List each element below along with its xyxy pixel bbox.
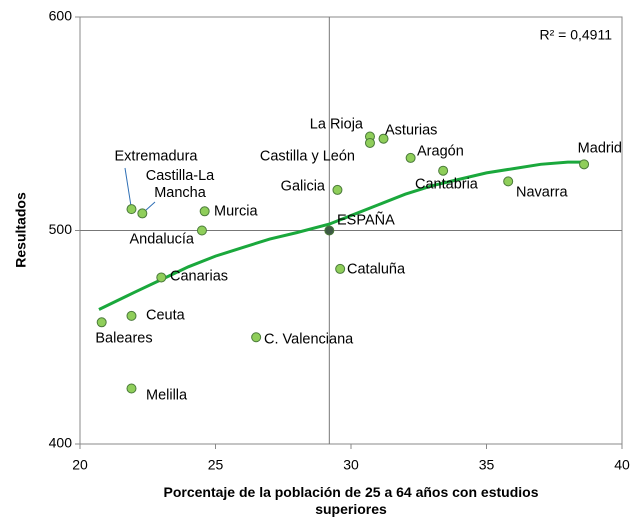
point <box>137 208 148 219</box>
point <box>503 176 514 187</box>
point-label: Baleares <box>95 330 153 347</box>
point <box>335 263 346 274</box>
point-label: Madrid <box>577 140 622 157</box>
x-tick-label: 35 <box>479 457 495 473</box>
point <box>199 206 210 217</box>
point-label: Cataluña <box>347 261 406 278</box>
x-tick-label: 40 <box>614 457 630 473</box>
point-label: Castilla y León <box>259 148 355 165</box>
point <box>156 272 167 283</box>
point <box>126 383 137 394</box>
point <box>196 225 207 236</box>
y-tick-label: 500 <box>49 221 73 237</box>
point <box>332 184 343 195</box>
point <box>251 332 262 343</box>
point-label: Aragón <box>417 143 464 160</box>
point <box>405 152 416 163</box>
point-label: Canarias <box>170 268 229 285</box>
point-label: Asturias <box>385 122 438 139</box>
y-tick-label: 400 <box>49 435 73 451</box>
point-label: Melilla <box>146 387 188 404</box>
annotation: R² = 0,4911 <box>539 27 612 43</box>
point <box>324 225 335 236</box>
point-label: Murcia <box>214 203 258 220</box>
point <box>364 137 375 148</box>
y-axis-title: Resultados <box>13 192 29 268</box>
point <box>579 159 590 170</box>
point-label: Andalucía <box>129 231 195 248</box>
leader-line <box>124 167 132 210</box>
point-label: La Rioja <box>309 116 363 133</box>
x-tick-label: 30 <box>343 457 359 473</box>
x-tick-label: 20 <box>72 457 88 473</box>
point-label: Galicia <box>280 178 325 195</box>
point <box>126 204 137 215</box>
point-label: Cantabria <box>415 176 478 193</box>
point-label: Navarra <box>516 184 568 201</box>
point <box>438 165 449 176</box>
x-tick-label: 25 <box>208 457 224 473</box>
x-axis-title: Porcentaje de la población de 25 a 64 añ… <box>163 484 539 517</box>
point <box>96 317 107 328</box>
trendline <box>98 160 585 311</box>
point <box>378 133 389 144</box>
point-label: Castilla-La Mancha <box>145 168 215 201</box>
point-label: Ceuta <box>146 307 185 324</box>
point-label: Extremadura <box>114 148 198 165</box>
point-label: ESPAÑA <box>337 212 395 229</box>
point-label: C. Valenciana <box>264 331 354 348</box>
y-tick-label: 600 <box>49 8 73 24</box>
point <box>126 310 137 321</box>
